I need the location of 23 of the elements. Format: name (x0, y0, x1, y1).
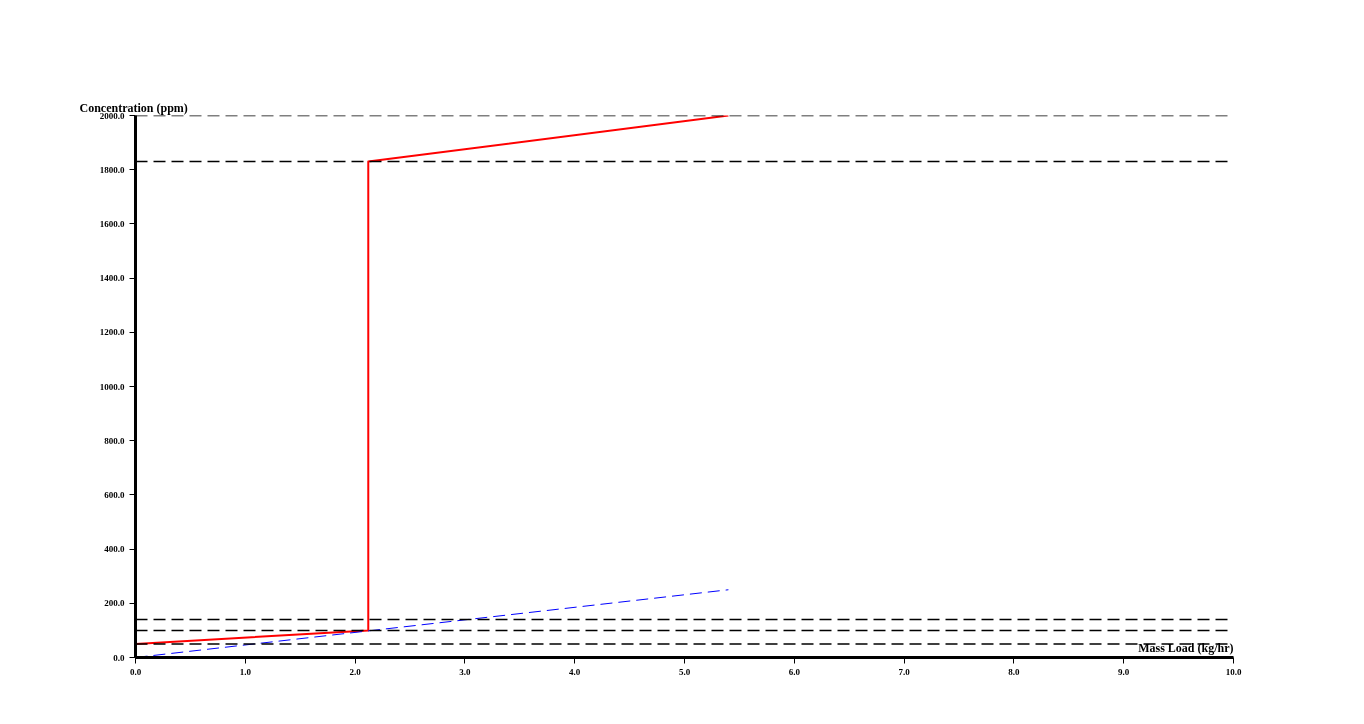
x-tick-label: 10.0 (1225, 666, 1242, 677)
x-tick-label: 8.0 (1008, 666, 1021, 677)
y-tick-label: 800.0 (104, 435, 125, 446)
y-tick-label: 200.0 (104, 598, 125, 609)
y-tick-label: 1800.0 (99, 164, 125, 175)
x-tick-label: 5.0 (678, 666, 691, 677)
y-tick-label: 1200.0 (99, 327, 125, 338)
x-tick-label: 1.0 (239, 666, 252, 677)
y-tick-label: 0.0 (113, 652, 125, 663)
x-tick-label: 2.0 (349, 666, 362, 677)
x-tick-label: 6.0 (788, 666, 801, 677)
x-axis-title: Mass Load (kg/hr) (1138, 640, 1234, 655)
y-tick-label: 600.0 (104, 489, 125, 500)
x-tick-label: 7.0 (898, 666, 911, 677)
y-tick-label: 400.0 (104, 544, 125, 555)
x-tick-label: 0.0 (129, 666, 142, 677)
y-tick-label: 2000.0 (99, 110, 125, 121)
x-tick-label: 3.0 (459, 666, 472, 677)
y-tick-label: 1000.0 (99, 381, 125, 392)
y-tick-label: 1600.0 (99, 218, 125, 229)
x-tick-label: 9.0 (1118, 666, 1130, 677)
y-tick-label: 1400.0 (99, 273, 125, 284)
x-tick-label: 4.0 (569, 666, 581, 677)
